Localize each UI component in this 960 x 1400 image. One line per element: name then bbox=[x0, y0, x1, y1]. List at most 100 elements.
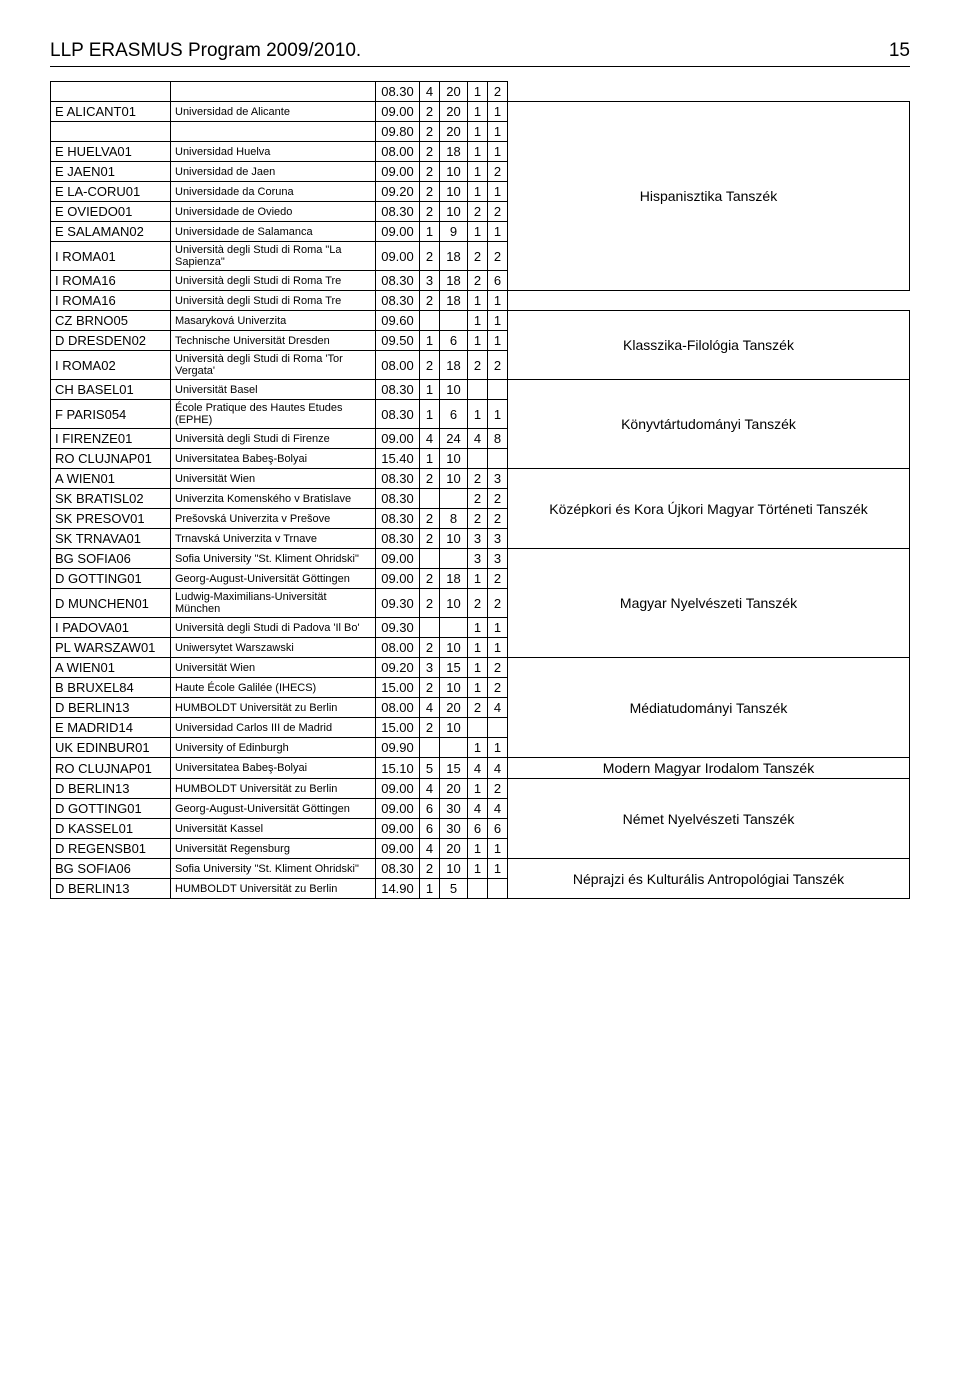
col-n4: 1 bbox=[488, 102, 508, 122]
table-row: A WIEN01Universität Wien09.2031512Médiat… bbox=[51, 658, 910, 678]
col-subject: 09.00 bbox=[376, 569, 420, 589]
col-n2: 8 bbox=[440, 509, 468, 529]
col-n3: 1 bbox=[468, 618, 488, 638]
inst-name: Universität Wien bbox=[171, 658, 376, 678]
col-n2: 20 bbox=[440, 102, 468, 122]
col-n2: 10 bbox=[440, 202, 468, 222]
col-n2: 6 bbox=[440, 400, 468, 429]
col-n4: 3 bbox=[488, 549, 508, 569]
col-subject: 09.30 bbox=[376, 618, 420, 638]
inst-code: E OVIEDO01 bbox=[51, 202, 171, 222]
col-n1: 2 bbox=[420, 182, 440, 202]
col-n4: 2 bbox=[488, 658, 508, 678]
inst-name: Prešovská Univerzita v Prešove bbox=[171, 509, 376, 529]
inst-code: F PARIS054 bbox=[51, 400, 171, 429]
col-n2: 10 bbox=[440, 182, 468, 202]
col-subject: 08.30 bbox=[376, 509, 420, 529]
inst-code: E HUELVA01 bbox=[51, 142, 171, 162]
col-n4: 2 bbox=[488, 489, 508, 509]
col-n4: 2 bbox=[488, 569, 508, 589]
col-n3: 3 bbox=[468, 549, 488, 569]
col-n1: 1 bbox=[420, 449, 440, 469]
col-n2: 10 bbox=[440, 529, 468, 549]
col-subject: 08.30 bbox=[376, 529, 420, 549]
col-subject: 14.90 bbox=[376, 879, 420, 899]
col-n4: 4 bbox=[488, 799, 508, 819]
col-n3: 3 bbox=[468, 529, 488, 549]
inst-code: D GOTTING01 bbox=[51, 569, 171, 589]
col-n1: 2 bbox=[420, 469, 440, 489]
inst-code: I ROMA02 bbox=[51, 351, 171, 380]
col-n4 bbox=[488, 449, 508, 469]
col-n4: 2 bbox=[488, 678, 508, 698]
inst-name: Università degli Studi di Roma Tre bbox=[171, 271, 376, 291]
col-subject: 09.80 bbox=[376, 122, 420, 142]
col-n1 bbox=[420, 311, 440, 331]
inst-code: I ROMA16 bbox=[51, 271, 171, 291]
erasmus-table: 08.3042012E ALICANT01Universidad de Alic… bbox=[50, 81, 910, 899]
col-subject: 08.00 bbox=[376, 638, 420, 658]
col-n2: 18 bbox=[440, 569, 468, 589]
inst-code: SK TRNAVA01 bbox=[51, 529, 171, 549]
col-subject: 15.00 bbox=[376, 718, 420, 738]
col-n2 bbox=[440, 311, 468, 331]
col-n3: 1 bbox=[468, 82, 488, 102]
inst-name: Universidad Huelva bbox=[171, 142, 376, 162]
col-n4: 3 bbox=[488, 529, 508, 549]
col-n1 bbox=[420, 549, 440, 569]
col-n3: 2 bbox=[468, 271, 488, 291]
col-subject: 09.50 bbox=[376, 331, 420, 351]
inst-name: Università degli Studi di Padova 'Il Bo' bbox=[171, 618, 376, 638]
department: Könyvtártudományi Tanszék bbox=[508, 380, 910, 469]
inst-name: Universidade de Oviedo bbox=[171, 202, 376, 222]
inst-name: Universidad de Alicante bbox=[171, 102, 376, 122]
col-n4: 1 bbox=[488, 142, 508, 162]
col-n4: 1 bbox=[488, 738, 508, 758]
col-n3: 2 bbox=[468, 489, 488, 509]
inst-name: HUMBOLDT Universität zu Berlin bbox=[171, 879, 376, 899]
inst-code: SK BRATISL02 bbox=[51, 489, 171, 509]
inst-code: CZ BRNO05 bbox=[51, 311, 171, 331]
col-n3: 1 bbox=[468, 142, 488, 162]
inst-code: PL WARSZAW01 bbox=[51, 638, 171, 658]
col-n4: 2 bbox=[488, 351, 508, 380]
inst-name bbox=[171, 82, 376, 102]
col-n3: 2 bbox=[468, 509, 488, 529]
inst-name bbox=[171, 122, 376, 142]
inst-name: Universitatea Babeş-Bolyai bbox=[171, 758, 376, 779]
col-n4: 1 bbox=[488, 182, 508, 202]
col-n3: 1 bbox=[468, 122, 488, 142]
table-row: I ROMA16Università degli Studi di Roma T… bbox=[51, 291, 910, 311]
inst-name: HUMBOLDT Universität zu Berlin bbox=[171, 779, 376, 799]
col-n1: 2 bbox=[420, 569, 440, 589]
col-n4: 2 bbox=[488, 202, 508, 222]
col-n4: 2 bbox=[488, 82, 508, 102]
col-subject: 09.00 bbox=[376, 819, 420, 839]
col-subject: 09.00 bbox=[376, 222, 420, 242]
col-n4 bbox=[488, 879, 508, 899]
col-n1: 3 bbox=[420, 271, 440, 291]
col-subject: 09.00 bbox=[376, 162, 420, 182]
col-subject: 15.00 bbox=[376, 678, 420, 698]
inst-code bbox=[51, 82, 171, 102]
col-n2: 6 bbox=[440, 331, 468, 351]
col-subject: 08.00 bbox=[376, 698, 420, 718]
col-n4: 1 bbox=[488, 859, 508, 879]
inst-name: Universitatea Babeş-Bolyai bbox=[171, 449, 376, 469]
col-n4: 2 bbox=[488, 779, 508, 799]
inst-code: I PADOVA01 bbox=[51, 618, 171, 638]
col-n1: 4 bbox=[420, 698, 440, 718]
department: Médiatudományi Tanszék bbox=[508, 658, 910, 758]
inst-name: Universidade de Salamanca bbox=[171, 222, 376, 242]
inst-name: Universidade da Coruna bbox=[171, 182, 376, 202]
col-n1: 2 bbox=[420, 122, 440, 142]
col-n3: 1 bbox=[468, 658, 488, 678]
col-n4: 2 bbox=[488, 162, 508, 182]
inst-name: Università degli Studi di Roma 'Tor Verg… bbox=[171, 351, 376, 380]
col-n3: 4 bbox=[468, 429, 488, 449]
col-n3: 4 bbox=[468, 799, 488, 819]
col-n4 bbox=[488, 380, 508, 400]
department: Néprajzi és Kulturális Antropológiai Tan… bbox=[508, 859, 910, 899]
col-subject: 09.00 bbox=[376, 102, 420, 122]
col-n2: 9 bbox=[440, 222, 468, 242]
